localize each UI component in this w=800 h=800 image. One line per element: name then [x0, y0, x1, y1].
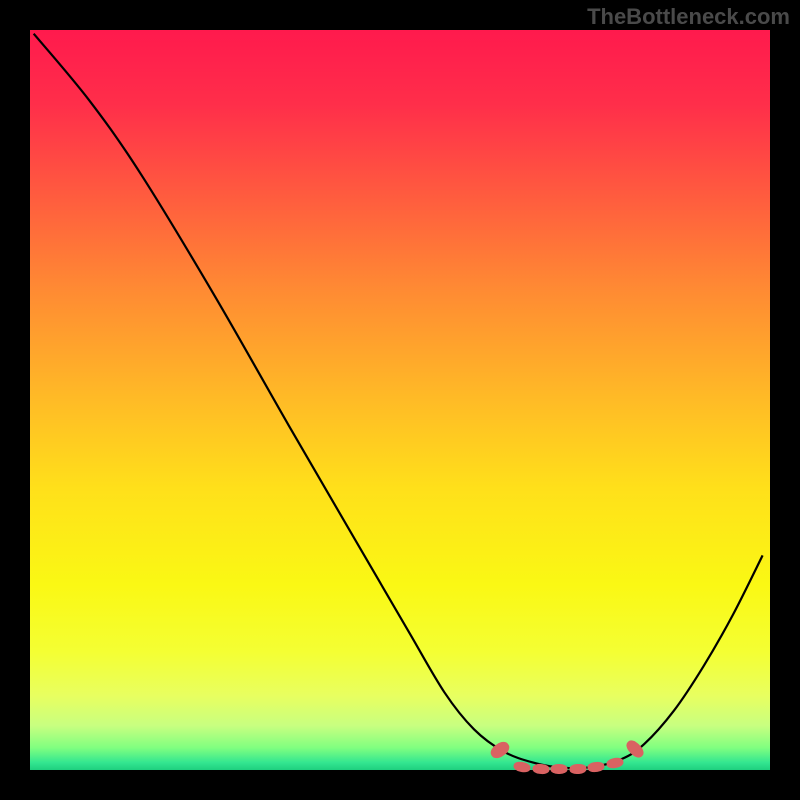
data-marker — [587, 761, 605, 773]
data-marker — [551, 764, 568, 774]
data-marker — [569, 763, 587, 774]
curve-line — [30, 30, 770, 770]
data-marker — [532, 763, 550, 774]
chart-area — [30, 30, 770, 770]
watermark-text: TheBottleneck.com — [587, 4, 790, 30]
